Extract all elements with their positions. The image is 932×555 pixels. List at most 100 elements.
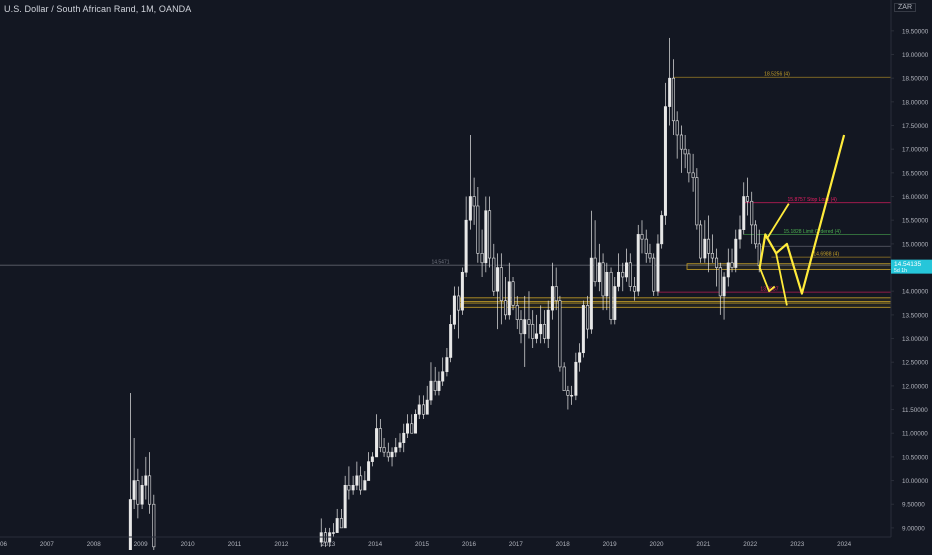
candle-body <box>652 257 656 292</box>
price-tick-label: 18.00000 <box>902 99 929 106</box>
candle-body <box>527 319 531 325</box>
time-tick-label: 2006 <box>0 541 7 548</box>
candle-body <box>488 210 492 259</box>
candle-body <box>370 456 374 462</box>
time-tick-label: 2008 <box>87 541 102 548</box>
candle-body <box>570 395 574 397</box>
time-tick-label: 2011 <box>228 541 242 548</box>
candle-body <box>363 480 367 491</box>
candle-body <box>468 196 472 221</box>
candle-body <box>534 333 538 339</box>
candle-body <box>715 257 719 268</box>
candle-body <box>679 134 683 150</box>
price-level-label: 14.5471 <box>431 260 449 266</box>
candle-body <box>496 267 500 292</box>
candle-body <box>367 461 371 481</box>
candle-body <box>375 428 379 458</box>
candle-body <box>417 404 421 415</box>
price-tag-value: 14.54135 <box>894 261 921 268</box>
candle-body <box>574 361 578 396</box>
candle-body <box>523 319 527 335</box>
candle-body <box>452 295 456 325</box>
price-tick-label: 9.00000 <box>902 525 925 532</box>
projection-main-path <box>758 134 846 295</box>
candle-body <box>398 442 402 448</box>
candle-body <box>601 262 605 297</box>
price-tick-label: 19.50000 <box>902 28 929 35</box>
candle-body <box>464 219 468 273</box>
candle-body <box>554 286 558 301</box>
candle-body <box>617 271 621 287</box>
candle-body <box>550 286 554 311</box>
candle-body <box>656 243 660 292</box>
time-tick-label: 2023 <box>790 541 805 548</box>
candle-body <box>425 399 429 415</box>
candle-body <box>718 267 722 297</box>
candle-body <box>504 300 508 316</box>
candle-body <box>343 484 347 529</box>
projection-branch-path <box>758 267 776 293</box>
candle-body <box>640 234 644 240</box>
time-tick-label: 2016 <box>462 541 477 548</box>
candle-body <box>663 106 667 216</box>
price-tick-label: 13.00000 <box>902 336 929 343</box>
candle-body <box>675 120 679 136</box>
candle-body <box>636 234 640 292</box>
candle-body <box>695 177 699 226</box>
symbol-title[interactable]: U.S. Dollar / South African Rand, 1M, OA… <box>4 4 192 14</box>
candle-body <box>586 305 590 330</box>
candle-body <box>449 324 453 358</box>
candle-body <box>136 480 140 505</box>
price-tag-countdown: 5d 1h <box>894 268 907 274</box>
price-tick-label: 10.00000 <box>902 478 929 485</box>
price-tick-label: 11.50000 <box>902 407 928 414</box>
price-level-label: 14.6988 (4) <box>813 252 839 258</box>
candle-body <box>421 404 425 415</box>
price-tick-label: 19.00000 <box>902 52 929 59</box>
candle-body <box>484 210 488 264</box>
candle-body <box>472 196 476 207</box>
candle-body <box>406 423 410 434</box>
price-tick-label: 17.00000 <box>902 147 929 154</box>
time-tick-label: 2024 <box>837 541 852 548</box>
price-tick-label: 16.50000 <box>902 170 929 177</box>
time-tick-label: 2010 <box>181 541 196 548</box>
candle-body <box>707 238 711 254</box>
candle-body <box>511 281 515 306</box>
price-tick-label: 12.50000 <box>902 360 929 367</box>
time-tick-label: 2012 <box>274 541 289 548</box>
candle-body <box>445 357 449 372</box>
candle-body <box>148 475 152 505</box>
candle-body <box>609 271 613 320</box>
candle-body <box>648 253 652 259</box>
candle-body <box>519 319 523 335</box>
currency-label: ZAR <box>894 3 916 12</box>
time-tick-label: 2013 <box>321 541 336 548</box>
time-tick-label: 2015 <box>415 541 430 548</box>
candle-body <box>750 200 754 226</box>
candle-body <box>144 475 148 486</box>
candle-body <box>621 271 625 278</box>
candle-body <box>429 380 433 401</box>
candle-body <box>581 305 585 354</box>
candle-body <box>331 532 335 534</box>
candle-body <box>710 253 714 259</box>
candle-body <box>671 77 675 122</box>
candles <box>128 37 761 555</box>
candle-body <box>593 257 597 283</box>
price-tag-box <box>891 259 932 274</box>
candle-body <box>480 253 484 264</box>
candle-body <box>632 286 636 292</box>
candle-body <box>507 281 511 316</box>
candle-body <box>742 196 746 230</box>
price-tick-label: 14.00000 <box>902 289 929 296</box>
price-tick-label: 17.50000 <box>902 123 929 130</box>
price-level-label: 18.5256 (4) <box>764 72 790 78</box>
candle-body <box>546 309 550 339</box>
candle-body <box>691 172 695 178</box>
price-level-label: 15.1828 Limit Ordered (4) <box>784 229 842 235</box>
candle-body <box>386 451 390 458</box>
candle-body <box>703 238 707 259</box>
